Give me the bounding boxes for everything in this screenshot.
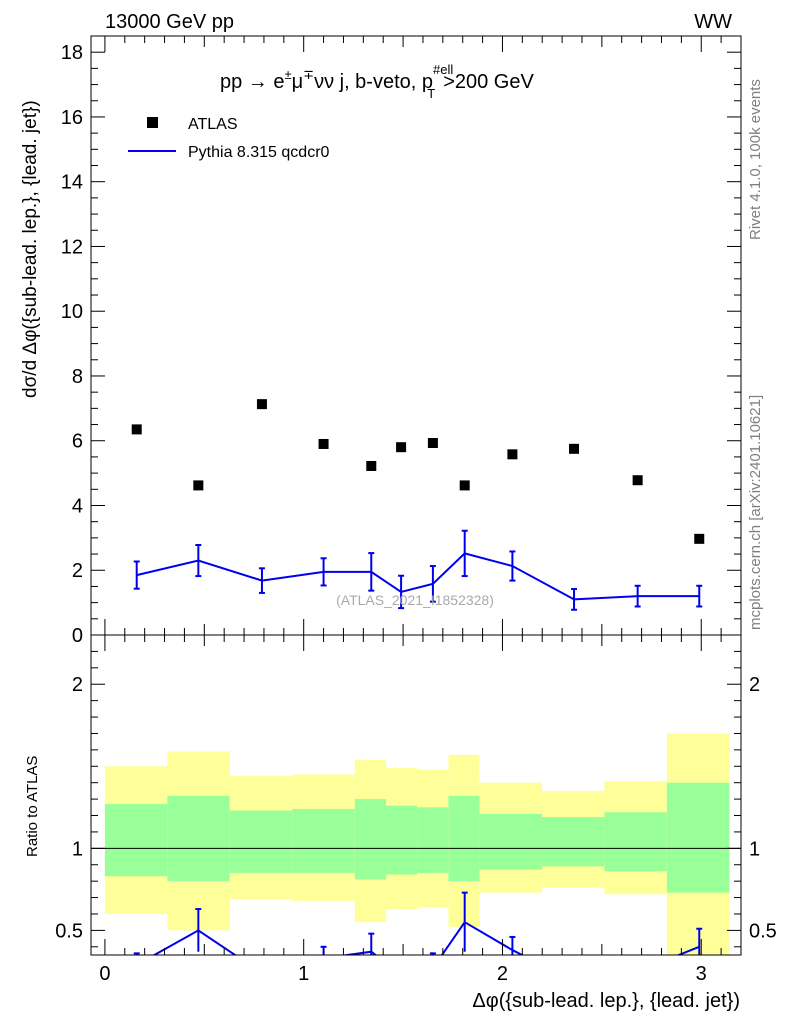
green-band-bin bbox=[229, 810, 293, 873]
atlas-data-point bbox=[366, 460, 377, 471]
green-band-bin bbox=[417, 807, 449, 873]
title-mu: μ bbox=[292, 71, 304, 93]
green-band-bin bbox=[666, 782, 730, 893]
ratio-y-tick-label-right: 2 bbox=[749, 674, 760, 696]
main-y-tick-label: 18 bbox=[61, 42, 83, 64]
pythia-line bbox=[136, 552, 700, 601]
green-band-bin bbox=[479, 813, 543, 870]
x-tick-label: 1 bbox=[298, 963, 309, 985]
green-band-bin bbox=[354, 799, 386, 880]
title-sub: T bbox=[427, 86, 435, 101]
atlas-data-point bbox=[131, 424, 142, 435]
x-tick-label: 2 bbox=[497, 963, 508, 985]
main-y-tick-label: 2 bbox=[72, 560, 83, 582]
ratio-plot-frame bbox=[90, 634, 742, 956]
main-y-axis-label: dσ/d Δφ({sub-lead. lep.}, {lead. jet}) bbox=[20, 100, 41, 398]
ratio-y-axis-label: Ratio to ATLAS bbox=[24, 756, 41, 857]
main-y-tick-label: 14 bbox=[61, 172, 83, 194]
ratio-y-tick-label-right: 0.5 bbox=[749, 920, 777, 942]
title-end: >200 GeV bbox=[443, 71, 534, 93]
atlas-data-point bbox=[694, 533, 705, 544]
header-right: WW bbox=[694, 11, 732, 33]
main-y-tick-label: 12 bbox=[61, 236, 83, 258]
ratio-pythia-line bbox=[152, 920, 700, 955]
atlas-data-point bbox=[507, 449, 518, 460]
ratio-y-tick-label-right: 1 bbox=[749, 838, 760, 860]
main-y-tick-label: 8 bbox=[72, 366, 83, 388]
header-left: 13000 GeV pp bbox=[105, 11, 234, 33]
title-sup1: ± bbox=[284, 67, 291, 82]
x-tick-label: 3 bbox=[696, 963, 707, 985]
ratio-y-tick-label-left: 2 bbox=[72, 674, 83, 696]
legend-atlas-label: ATLAS bbox=[188, 116, 238, 133]
side-text-mcplots: mcplots.cern.ch [arXiv:2401.10621] bbox=[747, 395, 764, 630]
title-sup3: #ell bbox=[433, 62, 453, 77]
x-tick-label: 0 bbox=[99, 963, 110, 985]
green-band-bin bbox=[542, 817, 605, 867]
atlas-data-point bbox=[427, 437, 438, 448]
title-mid: νν j, b-veto, p bbox=[314, 71, 433, 93]
main-y-tick-label: 16 bbox=[61, 107, 83, 129]
ratio-y-tick-label-left: 0.5 bbox=[55, 920, 83, 942]
side-text-rivet: Rivet 4.1.0, 100k events bbox=[747, 79, 764, 240]
legend-pythia-label: Pythia 8.315 qcdcr0 bbox=[188, 144, 330, 161]
green-band-bin bbox=[448, 795, 480, 882]
atlas-data-point bbox=[256, 399, 267, 410]
green-band-bin bbox=[104, 804, 168, 877]
atlas-data-point bbox=[396, 442, 407, 453]
analysis-watermark: (ATLAS_2021_I1852328) bbox=[336, 592, 494, 608]
green-band-bin bbox=[604, 812, 667, 872]
main-y-tick-label: 10 bbox=[61, 301, 83, 323]
main-y-tick-label: 4 bbox=[72, 495, 83, 517]
atlas-data-point bbox=[569, 443, 580, 454]
green-band-bin bbox=[167, 795, 230, 882]
atlas-data-point bbox=[318, 438, 329, 449]
title-sup2: ∓ bbox=[303, 67, 314, 82]
green-band-bin bbox=[292, 808, 355, 873]
atlas-data-point bbox=[632, 475, 643, 486]
legend-atlas-marker bbox=[147, 117, 158, 128]
ratio-y-tick-label-left: 1 bbox=[72, 838, 83, 860]
plot-title: pp → e±μ∓νν j, b-veto, p#ell T >200 GeV bbox=[220, 62, 534, 101]
main-y-tick-label: 6 bbox=[72, 431, 83, 453]
title-main: pp → e bbox=[220, 71, 284, 93]
atlas-data-point bbox=[459, 480, 470, 491]
x-axis-label: Δφ({sub-lead. lep.}, {lead. jet}) bbox=[472, 990, 740, 1012]
atlas-data-point bbox=[193, 480, 204, 491]
main-y-tick-label: 0 bbox=[72, 625, 83, 647]
green-band-bin bbox=[385, 805, 418, 875]
